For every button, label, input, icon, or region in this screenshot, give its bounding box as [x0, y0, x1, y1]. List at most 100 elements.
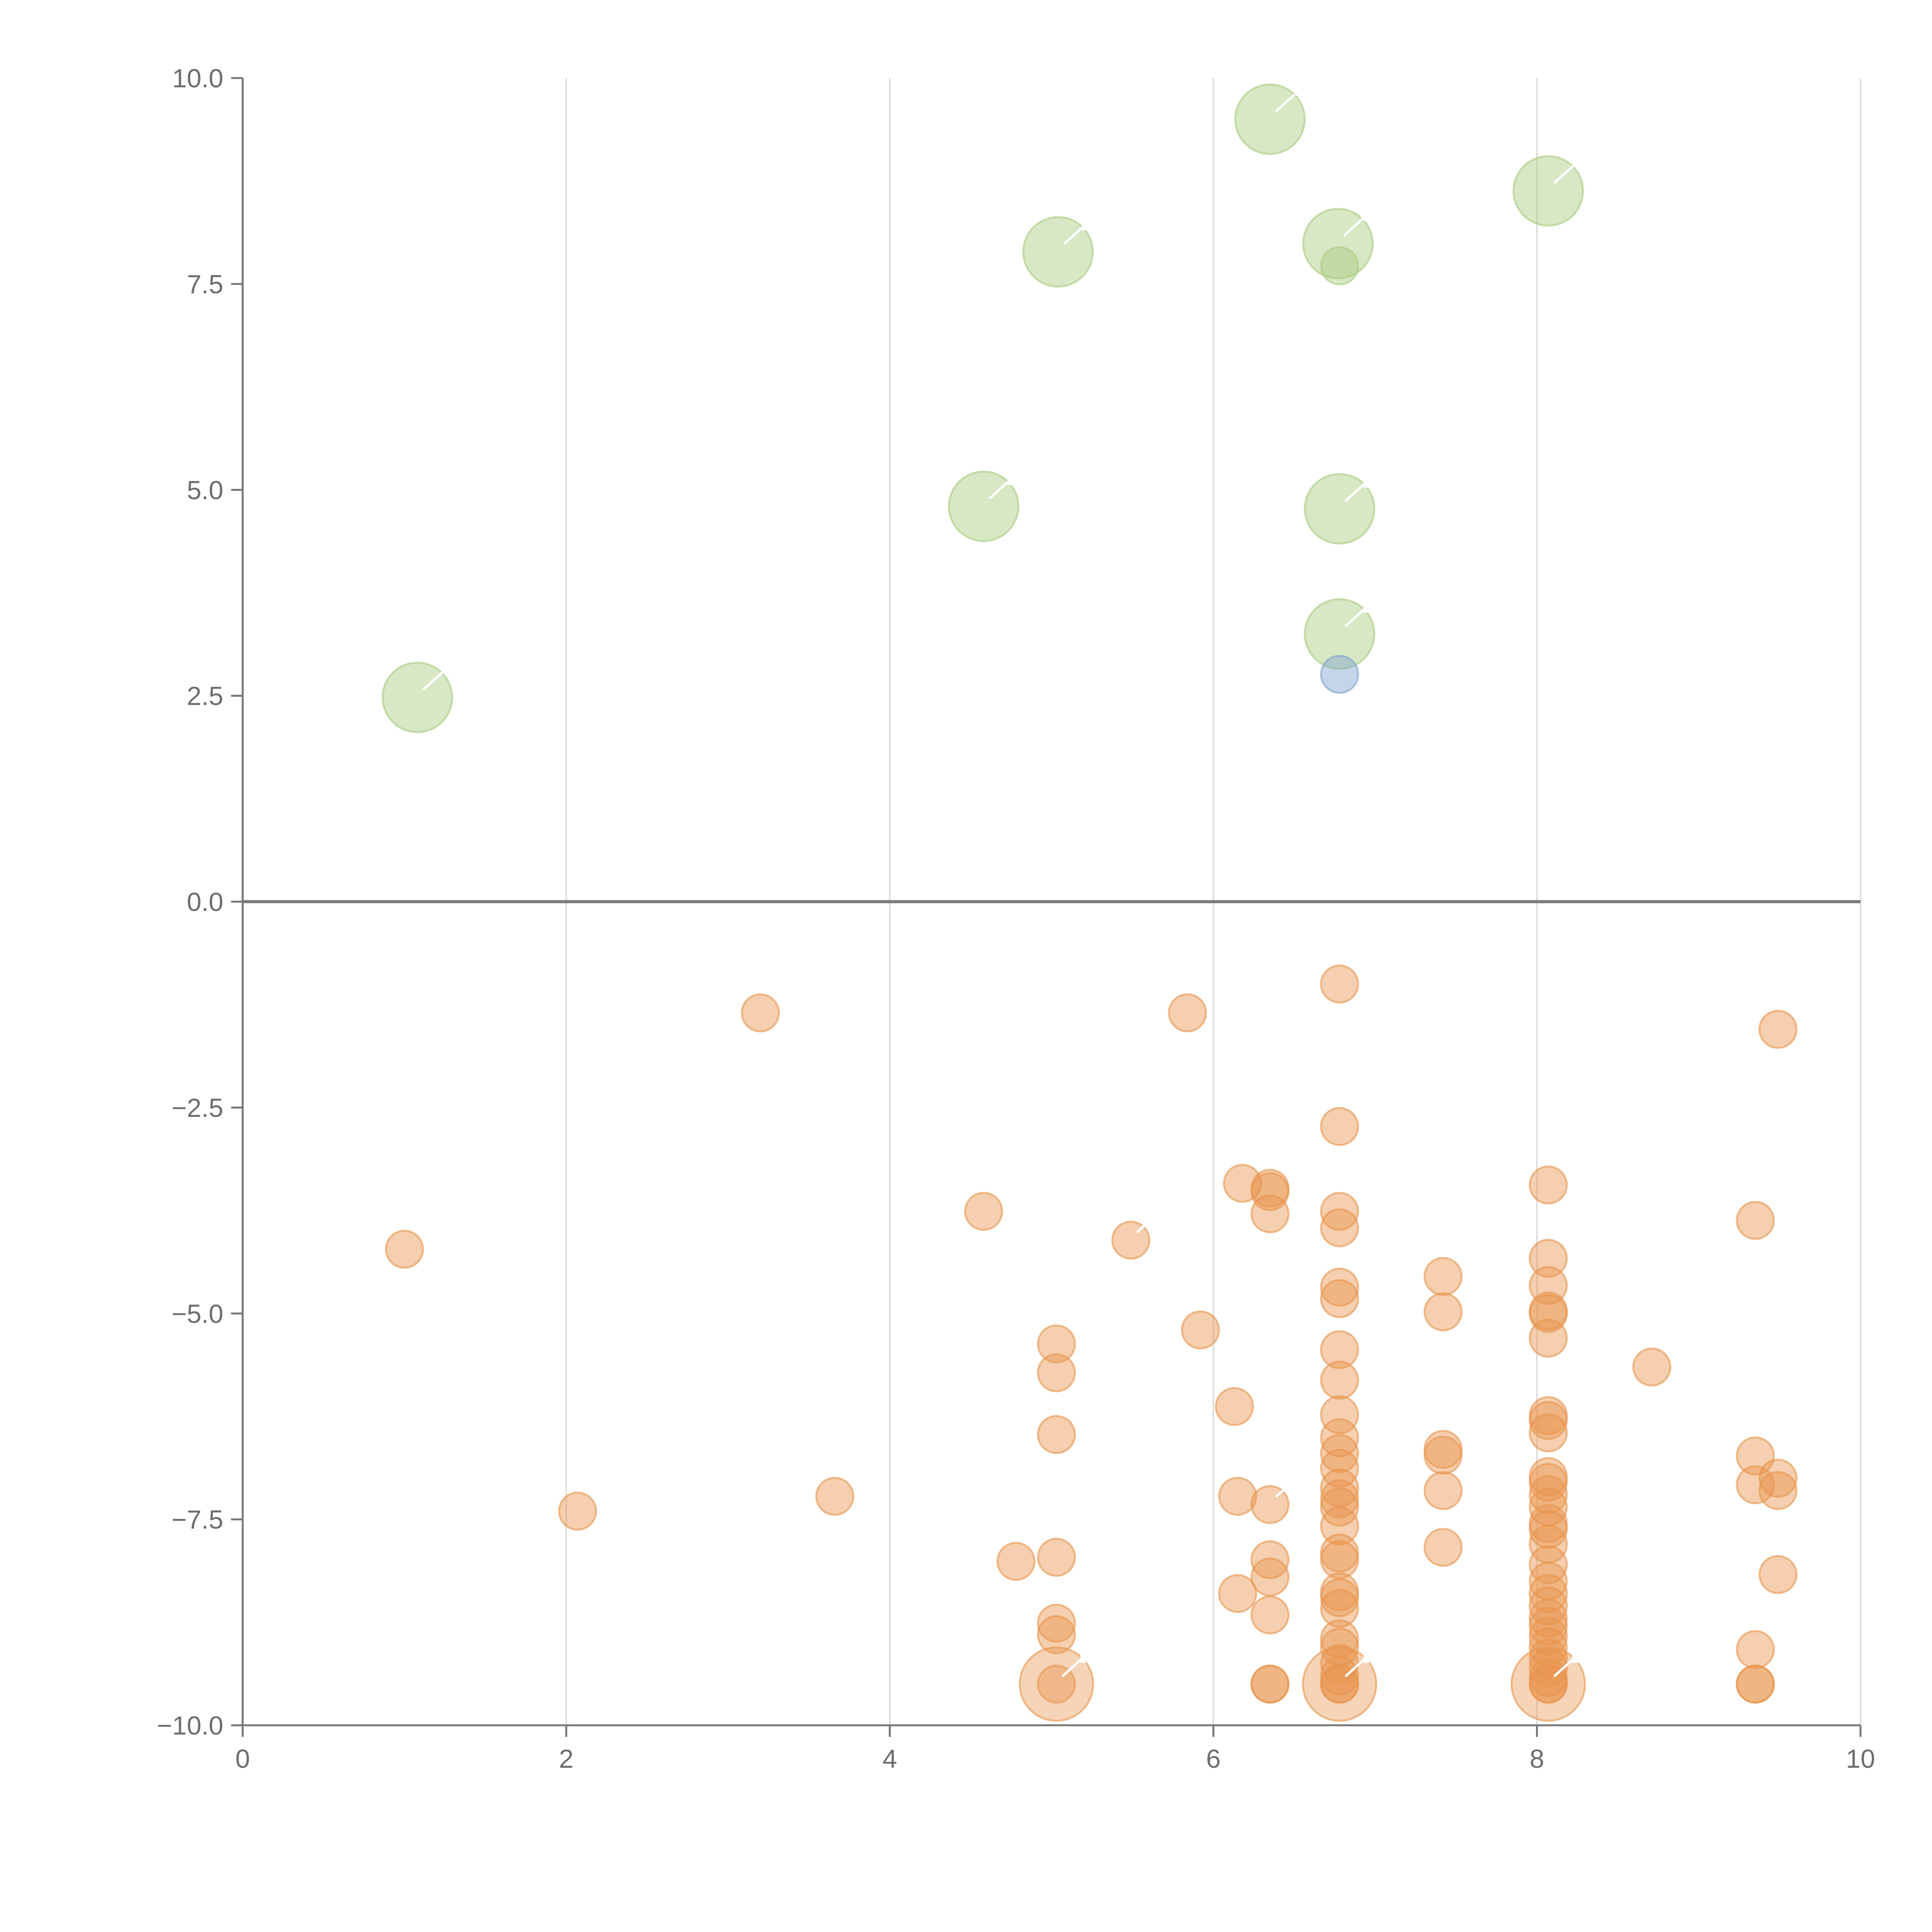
bubble-neutral-0[interactable]: [1320, 655, 1359, 694]
bubble-negative-50[interactable]: [1320, 1588, 1359, 1628]
label-leader-negative-24: [1275, 1478, 1296, 1498]
bubble-negative-97[interactable]: [1736, 1465, 1775, 1505]
bubble-negative-63[interactable]: [1423, 1528, 1463, 1567]
bubble-negative-11[interactable]: [1037, 1615, 1076, 1655]
bubble-negative-0[interactable]: [385, 1230, 424, 1269]
bubble-negative-80[interactable]: [1529, 1545, 1568, 1584]
label-leader-positive-8: [1553, 165, 1574, 184]
y-tick-label-5: −2.5: [172, 1093, 223, 1122]
bubble-negative-75[interactable]: [1529, 1475, 1568, 1514]
bubble-negative-101[interactable]: [1758, 1010, 1798, 1049]
y-tick-label-4: 0.0: [187, 888, 223, 917]
bubble-labels: Y D F V S M I C R A N P E: [422, 62, 1599, 1677]
bubble-negative-5[interactable]: [996, 1542, 1036, 1581]
bubble-negative-58[interactable]: [1423, 1257, 1463, 1296]
bubble-negative-17[interactable]: [1215, 1387, 1254, 1426]
bubble-negative-69[interactable]: [1529, 1318, 1568, 1358]
bubble-negative-33[interactable]: [1320, 1208, 1359, 1248]
label-leader-positive-7: [1344, 608, 1366, 627]
bubble-negative-35[interactable]: [1320, 1279, 1359, 1318]
bubble-negative-25[interactable]: [1250, 1540, 1290, 1580]
bubble-negative-102[interactable]: [1758, 1459, 1798, 1498]
label-leader-negative-12: [1061, 1658, 1083, 1677]
bubble-negative-18[interactable]: [1218, 1476, 1257, 1516]
bubble-negative-22[interactable]: [1250, 1172, 1290, 1211]
bubble-negative-86[interactable]: [1529, 1617, 1568, 1656]
bubble-label-positive-2: F: [1079, 195, 1104, 240]
bubble-negative-93[interactable]: [1529, 1664, 1568, 1704]
bubble-negative-23[interactable]: [1250, 1194, 1290, 1233]
bubble-label-negative-24: N: [1291, 1447, 1320, 1492]
bubble-positive-5[interactable]: [1320, 246, 1359, 286]
bubble-negative-6[interactable]: [1037, 1324, 1076, 1364]
bubble-negative-7[interactable]: [1037, 1353, 1076, 1393]
bubble-negative-3[interactable]: [815, 1476, 854, 1516]
bubble-negative-2[interactable]: [741, 993, 780, 1032]
bubble-negative-62[interactable]: [1423, 1471, 1463, 1510]
bubble-negative-26[interactable]: [1250, 1557, 1290, 1597]
bubble-negative-1[interactable]: [558, 1492, 597, 1531]
bubble-label-positive-0: Y: [439, 640, 465, 685]
bubble-negative-14[interactable]: [1111, 1221, 1151, 1260]
bubble-negative-54[interactable]: [1320, 1656, 1359, 1696]
bubble-negative-78[interactable]: [1529, 1510, 1568, 1549]
bubble-negative-31[interactable]: [1320, 1107, 1359, 1146]
bubble-negative-41[interactable]: [1320, 1449, 1359, 1488]
bubble-label-negative-55: P: [1361, 1627, 1388, 1672]
bubble-negative-89[interactable]: [1529, 1648, 1568, 1687]
bubble-label-negative-12: R: [1078, 1627, 1107, 1672]
axes: 10.0 7.5 5.0 2.5 0.0 −2.5 −5.0 −7.5 −10.0 0 2 4 6 8 10: [157, 64, 1875, 1774]
bubble-negative-38[interactable]: [1320, 1395, 1359, 1434]
y-tick-label-8: −10.0: [157, 1711, 223, 1740]
bubble-negative-100[interactable]: [1736, 1664, 1775, 1704]
bubble-negative-9[interactable]: [1037, 1537, 1076, 1577]
bubble-label-positive-6: M: [1361, 452, 1395, 497]
bubble-negative-40[interactable]: [1320, 1434, 1359, 1473]
bubble-negative-61[interactable]: [1423, 1435, 1463, 1475]
bubble-negative-94[interactable]: [1632, 1347, 1672, 1387]
bubble-negative-103[interactable]: [1758, 1471, 1798, 1510]
bubble-negative-37[interactable]: [1320, 1361, 1359, 1400]
bubble-negative-13[interactable]: [1037, 1664, 1076, 1704]
bubble-label-positive-3: V: [1291, 62, 1318, 107]
bubble-negative-29[interactable]: [1250, 1664, 1290, 1704]
bubble-negative-43[interactable]: [1320, 1479, 1359, 1519]
bubble-negative-57[interactable]: [1320, 1664, 1359, 1704]
y-tick-label-7: −7.5: [172, 1505, 223, 1534]
bubble-negative-30[interactable]: [1320, 964, 1359, 1004]
bubble-negative-36[interactable]: [1320, 1330, 1359, 1369]
bubble-layer: [381, 83, 1798, 1722]
y-tick-label-3: 2.5: [187, 682, 223, 711]
bubble-negative-95[interactable]: [1736, 1201, 1775, 1240]
bubble-negative-59[interactable]: [1423, 1292, 1463, 1332]
y-tick-label-6: −5.0: [172, 1299, 223, 1328]
label-leader-positive-1: [988, 480, 1010, 500]
bubble-negative-27[interactable]: [1250, 1595, 1290, 1634]
bubble-negative-104[interactable]: [1758, 1555, 1798, 1594]
bubble-negative-85[interactable]: [1529, 1607, 1568, 1646]
bubble-negative-65[interactable]: [1529, 1238, 1568, 1278]
bubble-negative-15[interactable]: [1168, 993, 1207, 1032]
label-leader-positive-4: [1343, 218, 1364, 237]
bubble-negative-39[interactable]: [1320, 1418, 1359, 1458]
bubble-negative-32[interactable]: [1320, 1192, 1359, 1231]
bubble-negative-64[interactable]: [1529, 1165, 1568, 1205]
bubble-label-positive-8: C: [1570, 134, 1599, 179]
bubble-negative-19[interactable]: [1218, 1574, 1257, 1613]
bubble-negative-4[interactable]: [964, 1192, 1003, 1231]
bubble-negative-83[interactable]: [1529, 1586, 1568, 1626]
bubble-label-positive-7: I: [1361, 577, 1372, 622]
x-tick-label-4: 8: [1530, 1744, 1544, 1774]
label-leader-positive-0: [422, 671, 444, 691]
bubble-negative-10[interactable]: [1037, 1604, 1076, 1643]
bubble-negative-16[interactable]: [1181, 1310, 1220, 1350]
bubble-negative-49[interactable]: [1320, 1578, 1359, 1617]
bubble-negative-24[interactable]: [1250, 1485, 1290, 1524]
bubble-negative-34[interactable]: [1320, 1267, 1359, 1307]
bubble-negative-72[interactable]: [1529, 1413, 1568, 1452]
bubble-negative-71[interactable]: [1529, 1401, 1568, 1440]
bubble-negative-8[interactable]: [1037, 1415, 1076, 1454]
bubble-negative-45[interactable]: [1320, 1506, 1359, 1546]
bubble-negative-98[interactable]: [1736, 1630, 1775, 1669]
